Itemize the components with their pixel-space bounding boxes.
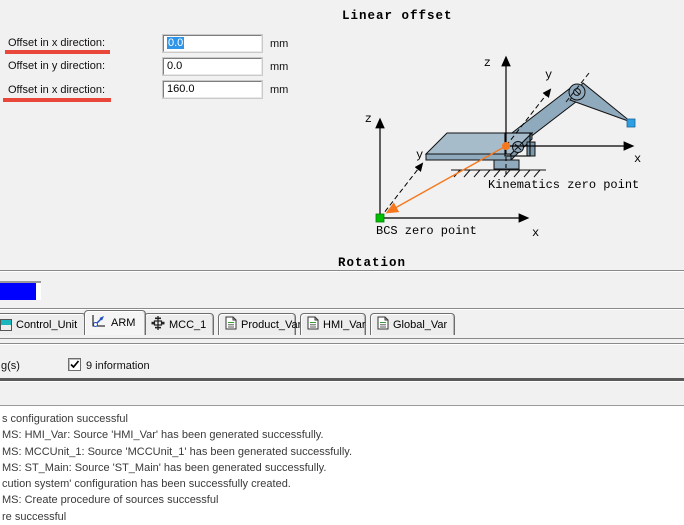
- offset-z-label: Offset in x direction:: [8, 84, 106, 96]
- bcs-z-axis-label: z: [365, 112, 372, 126]
- tab-label: Product_Var: [241, 318, 302, 331]
- arm-endpoint-marker: [626, 118, 636, 128]
- value: 0.0: [167, 60, 183, 72]
- offset-y-unit: mm: [270, 61, 289, 73]
- tab-control-unit[interactable]: Control_Unit: [0, 313, 86, 335]
- offset-vector-arrow: [385, 145, 507, 214]
- kinematics-zero-point-marker: [502, 142, 510, 150]
- section-separator-highlight: [0, 381, 684, 382]
- checkmark-icon: [70, 360, 80, 369]
- progress-bar-edge: [0, 281, 41, 283]
- tab-global-var[interactable]: Global_Var: [370, 313, 455, 335]
- kinematics-zero-point-label: Kinematics zero point: [488, 178, 639, 192]
- log-line: re successful: [2, 510, 67, 523]
- kinematics-diagram: z y x z y x Kinematics zero point BCS ze…: [365, 55, 641, 240]
- value: 160.0: [167, 83, 195, 95]
- document-icon: [377, 316, 389, 333]
- ground-hatching: [453, 169, 541, 178]
- axis-arrow-icon: [91, 314, 107, 332]
- bcs-y-axis-label: y: [416, 148, 423, 162]
- log-line: s configuration successful: [2, 413, 128, 425]
- red-annotation-line-1: [5, 50, 110, 54]
- bcs-zero-point-marker: [375, 213, 385, 223]
- red-annotation-line-2: [3, 98, 111, 102]
- kin-z-axis-label: z: [484, 56, 491, 70]
- robot-arm-graphic: [424, 72, 632, 178]
- kin-y-axis-label: y: [545, 68, 552, 82]
- divider-highlight: [0, 309, 684, 310]
- bcs-zero-point-label: BCS zero point: [376, 224, 477, 238]
- tab-label: Control_Unit: [16, 318, 78, 331]
- progress-bar-fill: [0, 283, 36, 300]
- document-icon: [307, 316, 319, 333]
- offset-y-label: Offset in y direction:: [8, 60, 106, 72]
- offset-x-label: Offset in x direction:: [8, 37, 106, 49]
- information-checkbox[interactable]: [68, 358, 81, 371]
- linear-offset-title: Linear offset: [342, 9, 453, 23]
- progress-bar-track: [36, 283, 41, 300]
- tab-label: Global_Var: [393, 318, 448, 331]
- divider-highlight: [0, 271, 684, 272]
- bcs-x-axis-label: x: [532, 226, 539, 240]
- divider-highlight: [0, 344, 684, 345]
- tab-product-var[interactable]: Product_Var: [218, 313, 301, 335]
- log-line: MS: ST_Main: Source 'ST_Main' has been g…: [2, 461, 327, 474]
- log-line: MS: MCCUnit_1: Source 'MCCUnit_1' has be…: [2, 445, 353, 458]
- divider: [0, 343, 684, 344]
- tab-arm[interactable]: ARM: [84, 310, 146, 335]
- tab-label: MCC_1: [169, 318, 207, 331]
- compile-output-log: s configuration successful MS: HMI_Var: …: [0, 406, 684, 525]
- rotation-title: Rotation: [338, 256, 407, 270]
- control-unit-icon: [0, 318, 12, 331]
- offset-y-input[interactable]: 0.0: [163, 58, 262, 75]
- document-icon: [225, 316, 237, 333]
- kin-x-axis-label: x: [634, 152, 641, 166]
- offset-x-unit: mm: [270, 38, 289, 50]
- selected-value: 0.0: [167, 37, 185, 49]
- offset-x-input[interactable]: 0.0: [163, 35, 262, 52]
- warnings-label-fragment: g(s): [1, 360, 20, 372]
- log-top-border: [0, 405, 684, 406]
- divider: [0, 308, 684, 309]
- tab-label: HMI_Var: [323, 318, 366, 331]
- workspace-tab-bar: Control_Unit ARM MCC_1: [0, 310, 684, 339]
- offset-z-unit: mm: [270, 84, 289, 96]
- divider: [0, 270, 684, 271]
- section-separator: [0, 378, 684, 381]
- tab-hmi-var[interactable]: HMI_Var: [300, 313, 366, 335]
- tab-mcc-1[interactable]: MCC_1: [144, 313, 214, 335]
- log-line: cution system' configuration has been su…: [2, 478, 291, 491]
- log-line: MS: Create procedure of sources successf…: [2, 494, 219, 507]
- offset-z-input[interactable]: 160.0: [163, 81, 262, 98]
- tab-label: ARM: [111, 317, 136, 329]
- information-count-label: 9 information: [86, 360, 150, 372]
- kinematics-frame: z y x: [484, 55, 641, 175]
- mcc-chart-icon: [151, 316, 165, 333]
- log-line: MS: HMI_Var: Source 'HMI_Var' has been g…: [2, 429, 324, 442]
